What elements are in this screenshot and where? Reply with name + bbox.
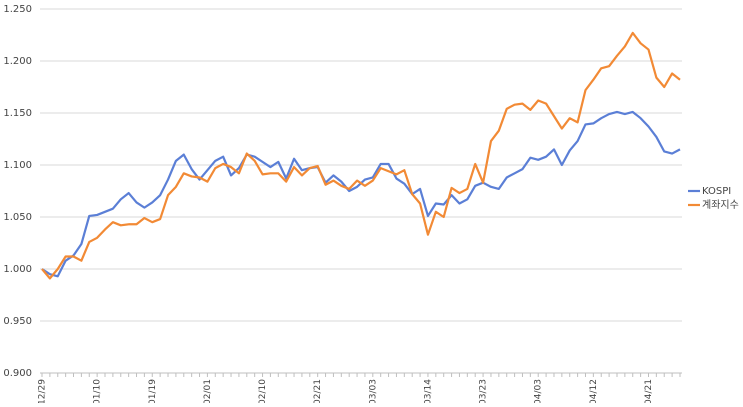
y-tick-label: 1.200 — [3, 56, 32, 67]
x-tick-label: 23/03/23 — [479, 379, 489, 403]
x-tick-label: 23/02/10 — [258, 379, 268, 403]
y-tick-label: 1.050 — [3, 212, 32, 223]
x-tick-label: 23/04/12 — [589, 379, 599, 403]
x-tick-label: 23/03/14 — [423, 379, 433, 403]
x-tick-label: 23/04/03 — [534, 379, 544, 403]
y-tick-label: 0.950 — [3, 316, 32, 327]
x-tick-label: 22/12/29 — [38, 379, 48, 403]
x-tick-label: 23/03/03 — [368, 379, 378, 403]
y-tick-label: 1.100 — [3, 160, 32, 171]
y-tick-label: 0.900 — [3, 368, 32, 379]
legend-label: KOSPI — [702, 186, 731, 197]
legend-label: 계좌지수 — [702, 199, 739, 211]
x-tick-label: 23/02/01 — [203, 379, 213, 403]
series-line — [41, 110, 681, 278]
y-tick-label: 1.250 — [3, 4, 32, 15]
x-tick-label: 23/04/21 — [644, 379, 654, 403]
x-tick-label: 23/01/19 — [148, 379, 158, 403]
series-line — [41, 31, 681, 280]
x-tick-label: 23/01/10 — [93, 379, 103, 403]
y-tick-label: 1.150 — [3, 108, 32, 119]
y-tick-label: 1.000 — [3, 264, 32, 275]
x-tick-label: 23/02/21 — [313, 379, 323, 403]
